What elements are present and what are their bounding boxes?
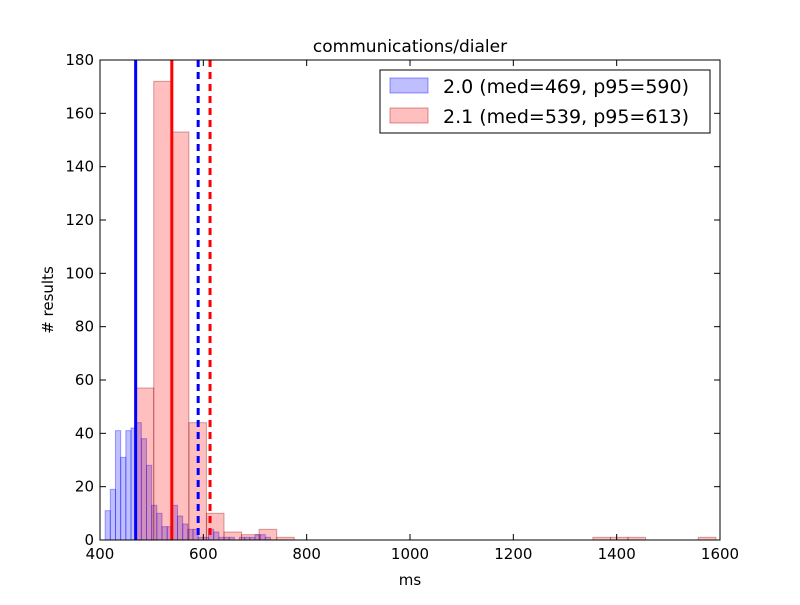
y-tick-label: 140 bbox=[65, 158, 94, 176]
y-tick-label: 20 bbox=[75, 478, 94, 496]
x-tick-label: 1400 bbox=[598, 545, 636, 563]
legend-frame bbox=[379, 69, 711, 134]
ticks-layer: 400 600 800 1000 1200 1400 1600 0 20 40 60 80 100 120… bbox=[65, 51, 739, 563]
reference-lines-layer bbox=[134, 60, 212, 540]
y-tick-label: 60 bbox=[75, 371, 94, 389]
y-tick-label: 100 bbox=[65, 264, 94, 282]
y-tick-label: 40 bbox=[75, 424, 94, 442]
x-tick-label: 800 bbox=[292, 545, 321, 563]
histogram-bar-series-0 bbox=[104, 510, 111, 541]
y-axis-label: # results bbox=[39, 266, 57, 334]
y-tick-label: 80 bbox=[75, 318, 94, 336]
x-tick-label: 1000 bbox=[391, 545, 429, 563]
x-axis-label: ms bbox=[399, 571, 422, 589]
legend-swatch-2-0 bbox=[389, 77, 429, 94]
histogram-bar-series-1 bbox=[135, 387, 155, 541]
histogram-bar-series-0 bbox=[109, 488, 117, 541]
x-tick-label: 1600 bbox=[701, 545, 739, 563]
histogram-bar-series-1 bbox=[223, 531, 243, 541]
x-tick-label: 400 bbox=[86, 545, 115, 563]
histogram-bar-series-0 bbox=[120, 456, 127, 541]
histogram-bar-series-1 bbox=[153, 80, 172, 541]
bars-layer bbox=[104, 80, 717, 541]
legend-label-2-1: 2.1 (med=539, p95=613) bbox=[443, 106, 689, 128]
legend-label-2-0: 2.0 (med=469, p95=590) bbox=[443, 76, 689, 98]
histogram-bar-series-0 bbox=[115, 430, 122, 541]
y-tick-label: 160 bbox=[65, 104, 94, 122]
histogram-bar-series-0 bbox=[125, 430, 132, 541]
legend: 2.0 (med=469, p95=590) 2.1 (med=539, p95… bbox=[379, 69, 711, 134]
y-tick-label: 120 bbox=[65, 211, 94, 229]
x-tick-label: 1200 bbox=[494, 545, 532, 563]
chart-title: communications/dialer bbox=[313, 37, 507, 57]
legend-swatch-2-1 bbox=[389, 107, 429, 124]
histogram-bar-series-1 bbox=[241, 534, 260, 541]
x-tick-label: 600 bbox=[189, 545, 218, 563]
y-tick-label: 0 bbox=[84, 531, 94, 549]
y-tick-label: 180 bbox=[65, 51, 94, 69]
histogram-bar-series-1 bbox=[170, 131, 190, 541]
histogram-bar-series-1 bbox=[258, 528, 278, 541]
